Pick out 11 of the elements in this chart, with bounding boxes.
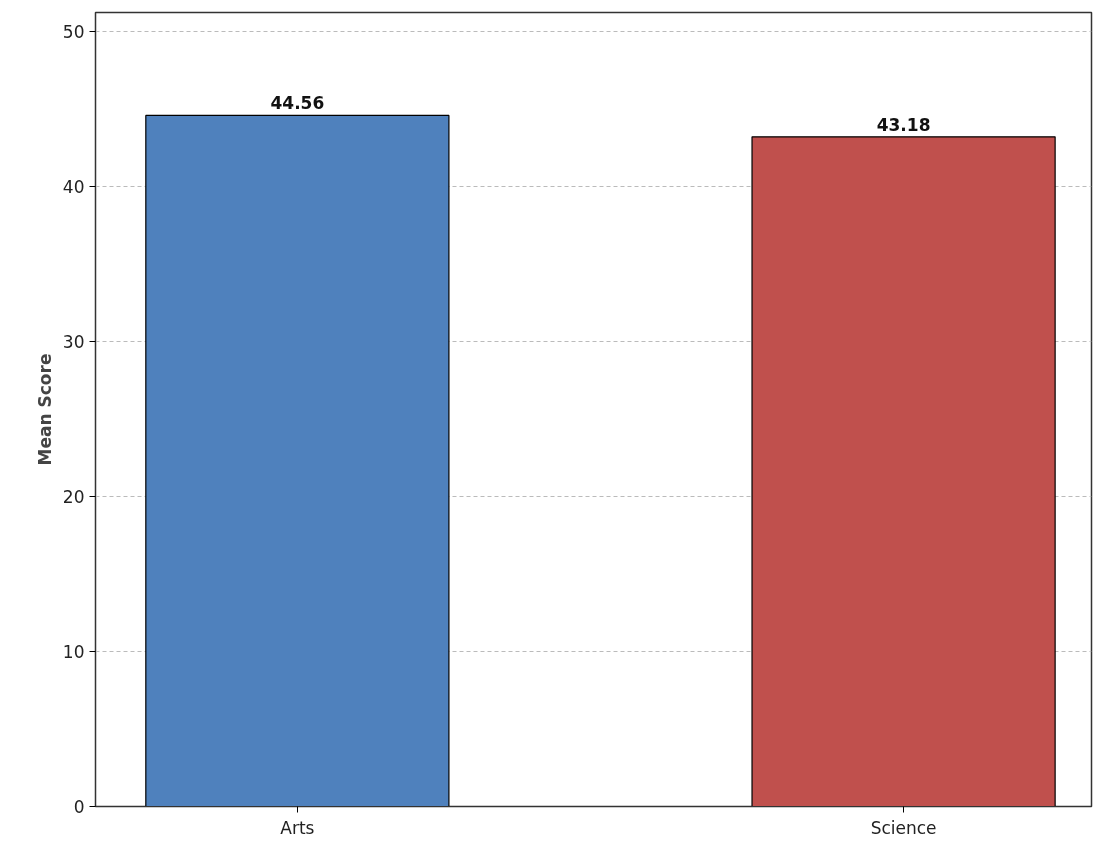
y-axis-title: Mean Score bbox=[34, 353, 55, 466]
y-tick-label: 0 bbox=[73, 797, 85, 817]
y-tick-label: 20 bbox=[62, 486, 85, 507]
y-tick-label: 50 bbox=[62, 21, 85, 42]
x-tick-label: Science bbox=[870, 817, 937, 838]
y-tick-label: 40 bbox=[62, 176, 85, 197]
y-tick-label: 10 bbox=[62, 641, 85, 662]
data-label: 44.56 bbox=[270, 93, 325, 114]
y-tick-label: 30 bbox=[62, 331, 85, 352]
data-label: 43.18 bbox=[876, 114, 931, 135]
x-tick-label: Arts bbox=[280, 817, 315, 838]
